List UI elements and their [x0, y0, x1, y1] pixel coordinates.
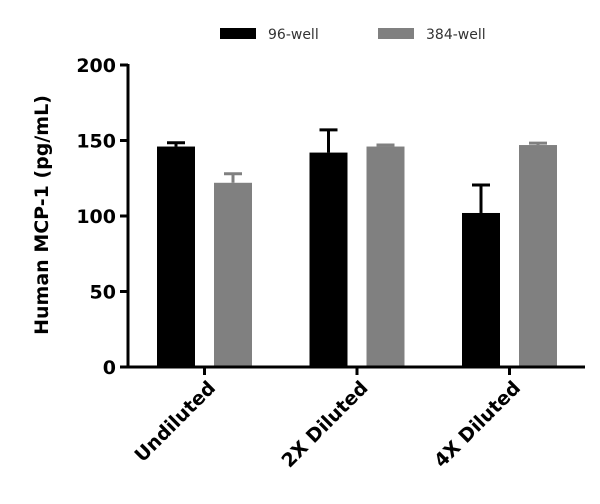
x-tick-label: 4X Diluted — [430, 377, 525, 472]
y-tick-label: 150 — [76, 131, 116, 153]
legend-swatch — [378, 28, 414, 39]
y-axis-label: Human MCP-1 (pg/mL) — [31, 95, 53, 335]
bar-96-well-4X Diluted — [462, 212, 500, 367]
bar-384-well-4X Diluted — [519, 145, 557, 367]
x-axis: Undiluted 2X Diluted 4X Diluted — [127, 365, 585, 472]
bars — [157, 128, 557, 367]
x-tick-label: 2X Diluted — [278, 377, 373, 472]
y-tick-label: 50 — [90, 282, 116, 304]
legend: 96-well 384-well — [220, 27, 486, 43]
legend-label: 96-well — [268, 27, 319, 43]
bar-384-well-Undiluted — [214, 182, 252, 367]
bar-384-well-2X Diluted — [366, 146, 405, 367]
bar-96-well-Undiluted — [157, 146, 195, 367]
y-axis: 0 50 100 150 200 — [76, 55, 130, 379]
y-tick-label: 200 — [76, 55, 116, 77]
legend-swatch — [220, 28, 256, 39]
legend-label: 384-well — [426, 27, 486, 43]
bar-96-well-2X Diluted — [309, 152, 348, 367]
y-tick-label: 100 — [76, 206, 116, 228]
x-tick-label: Undiluted — [130, 377, 220, 467]
y-tick-label: 0 — [103, 357, 116, 379]
